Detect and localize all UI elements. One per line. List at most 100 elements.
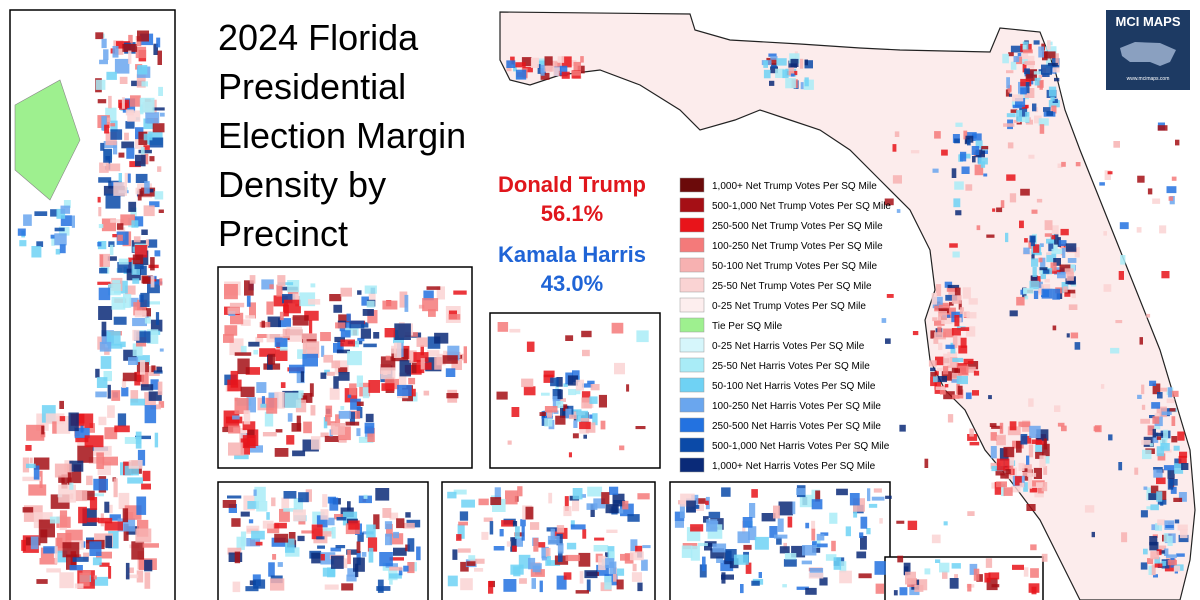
precinct-patch [459,511,469,521]
precinct-patch [22,457,30,473]
precinct-patch [509,328,521,333]
precinct-patch [274,391,285,409]
precinct-patch [380,367,396,380]
precinct-patch [296,367,305,384]
precinct-patch [360,322,369,328]
precinct-patch [426,350,440,357]
precinct-patch [1046,252,1052,255]
precinct-patch [563,383,568,387]
precinct-patch [570,524,586,530]
precinct-patch [559,65,568,76]
precinct-patch [394,323,411,340]
precinct-patch [605,504,619,514]
precinct-patch [1006,113,1016,118]
precinct-patch [240,319,251,326]
precinct-patch [140,384,154,391]
precinct-patch [955,122,963,127]
precinct-patch [1141,384,1145,395]
precinct-patch [255,541,263,546]
precinct-patch [1033,467,1042,479]
precinct-patch [347,351,362,366]
precinct-patch [356,541,361,554]
precinct-patch [1023,247,1030,255]
precinct-patch [1041,482,1048,492]
precinct-patch [232,581,241,593]
precinct-patch [576,410,589,422]
precinct-patch [1030,544,1037,551]
precinct-patch [681,545,693,558]
precinct-patch [293,509,306,522]
precinct-patch [1149,380,1157,386]
precinct-patch [144,181,150,194]
precinct-patch [266,301,274,315]
precinct-patch [943,521,948,526]
precinct-patch [137,449,146,466]
precinct-patch [860,516,868,529]
precinct-patch [253,579,266,589]
precinct-patch [302,353,318,367]
precinct-patch [1024,295,1029,300]
precinct-patch [583,434,587,439]
precinct-patch [1043,466,1048,475]
precinct-patch [981,146,989,150]
precinct-patch [641,559,648,571]
legend-swatch [679,197,705,213]
precinct-patch [560,405,569,418]
precinct-patch [1038,118,1049,126]
precinct-patch [340,330,351,338]
precinct-patch [1035,451,1044,459]
precinct-patch [893,590,898,596]
precinct-patch [442,355,458,364]
precinct-patch [245,586,259,592]
precinct-patch [22,476,41,482]
precinct-patch [59,400,64,409]
precinct-patch [565,335,574,341]
precinct-patch [907,520,918,530]
precinct-patch [286,435,295,445]
precinct-patch [886,294,894,298]
precinct-patch [1050,262,1057,272]
precinct-patch [1175,139,1180,146]
precinct-patch [804,60,813,69]
precinct-patch [690,524,704,532]
precinct-patch [788,67,795,76]
precinct-patch [67,472,72,485]
precinct-patch [49,516,60,524]
precinct-patch [436,286,445,300]
precinct-patch [564,496,569,511]
precinct-patch [1028,398,1034,407]
precinct-patch [132,254,144,265]
precinct-patch [510,537,517,552]
precinct-patch [334,336,345,343]
precinct-patch [557,389,563,400]
precinct-patch [930,367,936,372]
precinct-patch [93,575,97,580]
precinct-patch [1027,472,1037,477]
precinct-patch [407,562,415,574]
precinct-patch [1045,452,1050,464]
precinct-patch [515,526,520,539]
precinct-patch [622,500,629,510]
precinct-patch [939,562,950,573]
precinct-patch [232,415,240,420]
precinct-patch [1024,61,1035,65]
precinct-patch [1163,533,1169,543]
precinct-patch [1014,476,1022,486]
legend-label: 25-50 Net Harris Votes Per SQ Mile [712,361,870,372]
precinct-patch [1026,504,1036,511]
precinct-patch [1064,268,1074,275]
precinct-patch [770,66,778,74]
precinct-patch [110,123,116,127]
precinct-patch [60,215,72,226]
precinct-patch [144,405,157,424]
legend-label: 100-250 Net Trump Votes Per SQ Mile [712,241,883,252]
precinct-patch [224,325,238,336]
precinct-patch [1031,258,1039,267]
precinct-patch [158,401,165,408]
precinct-patch [1018,93,1029,100]
precinct-patch [556,575,567,590]
precinct-patch [285,538,295,553]
precinct-patch [1032,266,1037,277]
precinct-patch [143,118,154,130]
precinct-patch [153,43,158,55]
